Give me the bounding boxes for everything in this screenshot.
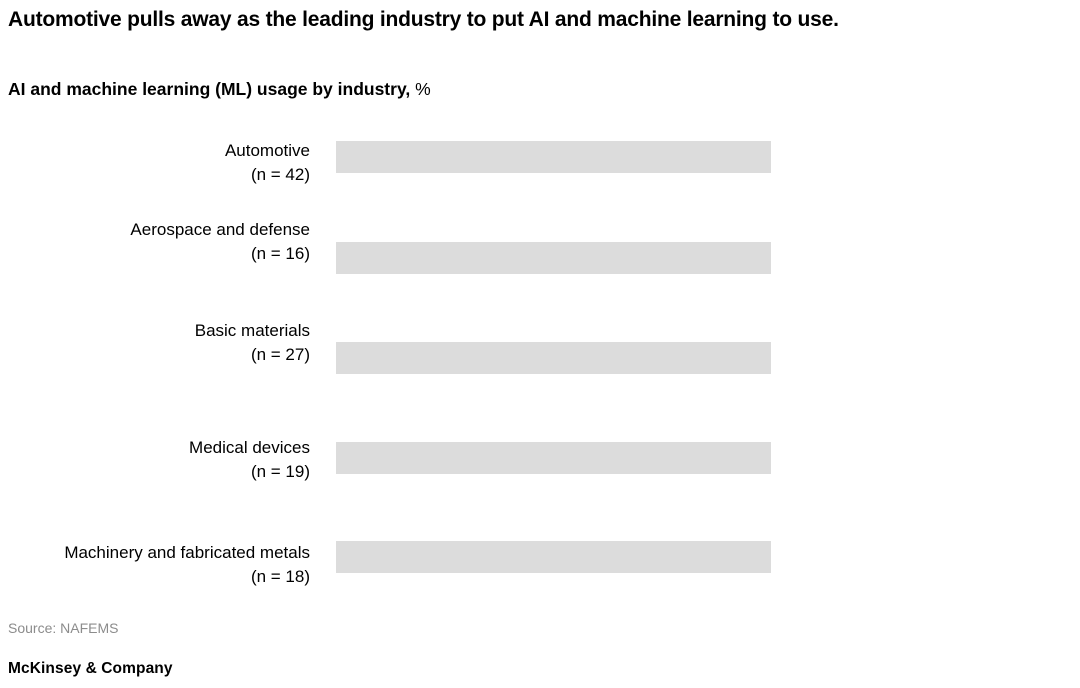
category-label: Automotive — [224, 141, 310, 160]
bar — [336, 342, 771, 374]
bar — [336, 442, 771, 474]
row-label: Machinery and fabricated metals (n = 18) — [0, 541, 310, 589]
row-label: Basic materials (n = 27) — [0, 319, 310, 367]
category-label: Machinery and fabricated metals — [64, 543, 310, 562]
chart-subtitle: AI and machine learning (ML) usage by in… — [8, 78, 431, 100]
bar — [336, 141, 771, 173]
row-label: Automotive (n = 42) — [0, 139, 310, 187]
sample-size-label: (n = 16) — [250, 244, 310, 263]
mckinsey-wordmark: McKinsey & Company — [8, 660, 173, 677]
bar-chart: Automotive (n = 42) Aerospace and defens… — [0, 141, 1080, 586]
chart-row-medical-devices: Medical devices (n = 19) — [0, 438, 1080, 481]
chart-row-basic-materials: Basic materials (n = 27) — [0, 321, 1080, 374]
bar — [336, 541, 771, 573]
row-label: Medical devices (n = 19) — [0, 436, 310, 484]
category-label: Medical devices — [189, 438, 310, 457]
sample-size-label: (n = 27) — [250, 345, 310, 364]
sample-size-label: (n = 18) — [250, 567, 310, 586]
chart-subtitle-unit: % — [415, 79, 431, 99]
row-label: Aerospace and defense (n = 16) — [0, 218, 310, 266]
chart-row-aerospace-and-defense: Aerospace and defense (n = 16) — [0, 220, 1080, 274]
chart-row-machinery-and-fabricated-metals: Machinery and fabricated metals (n = 18) — [0, 541, 1080, 586]
page-title: Automotive pulls away as the leading ind… — [8, 8, 839, 31]
chart-subtitle-label: AI and machine learning (ML) usage by in… — [8, 79, 411, 99]
category-label: Aerospace and defense — [130, 220, 310, 239]
bar — [336, 242, 771, 274]
source-note: Source: NAFEMS — [8, 620, 119, 636]
category-label: Basic materials — [194, 321, 310, 340]
sample-size-label: (n = 19) — [250, 462, 310, 481]
chart-row-automotive: Automotive (n = 42) — [0, 141, 1080, 184]
sample-size-label: (n = 42) — [250, 165, 310, 184]
